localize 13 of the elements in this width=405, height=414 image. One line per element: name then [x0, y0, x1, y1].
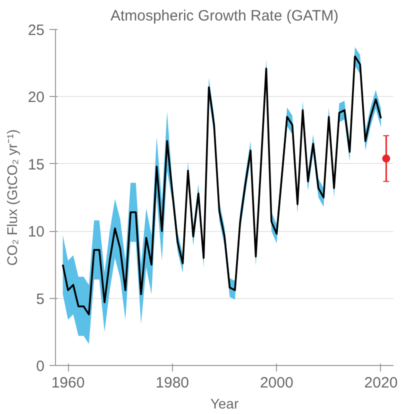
y-tick-label: 0 — [36, 358, 44, 375]
chart-title: Atmospheric Growth Rate (GATM) — [110, 8, 339, 24]
x-axis-title: Year — [210, 396, 239, 412]
y-tick-label: 5 — [36, 290, 44, 308]
x-tick-label: 1960 — [51, 374, 85, 392]
y-tick-label: 15 — [28, 156, 45, 174]
y-tick-label: 20 — [28, 89, 45, 106]
y-axis-title: CO₂ Flux (GtCO₂ yr⁻¹) — [4, 129, 20, 266]
y-tick-label: 10 — [28, 224, 45, 241]
x-tick-label: 2000 — [260, 374, 294, 392]
x-tick-label: 2020 — [364, 374, 398, 392]
x-tick-label: 1980 — [156, 374, 190, 392]
y-tick-label: 25 — [28, 22, 45, 39]
